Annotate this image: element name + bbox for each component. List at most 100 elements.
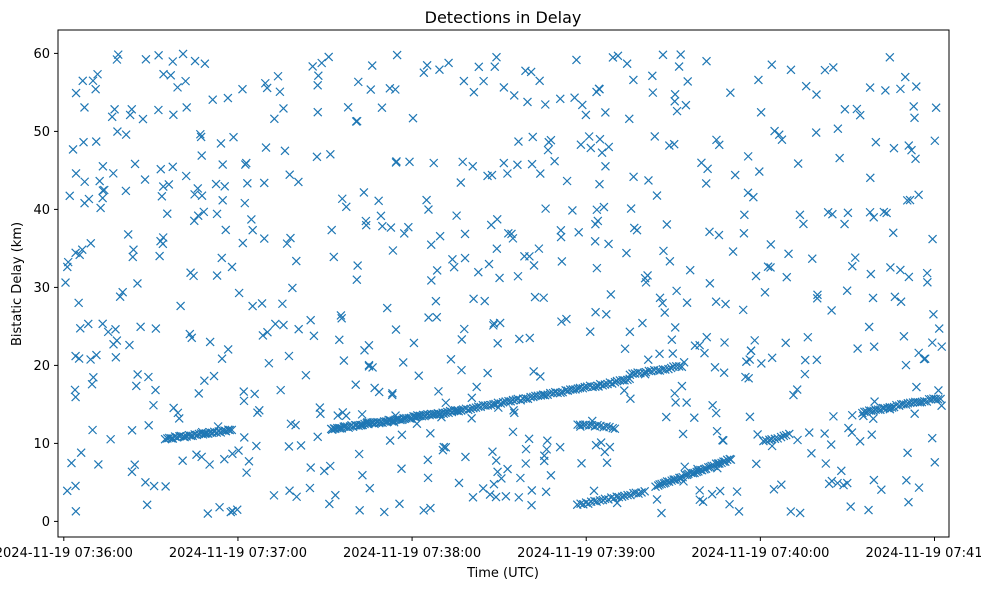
clutter-point <box>789 390 798 400</box>
clutter-point <box>643 270 652 280</box>
clutter-point <box>182 102 192 112</box>
clutter-point <box>91 137 101 147</box>
clutter-point <box>187 333 197 343</box>
clutter-point <box>467 393 477 403</box>
clutter-point <box>91 84 101 94</box>
clutter-point <box>513 271 523 281</box>
clutter-point <box>360 345 369 355</box>
track-point <box>880 403 890 413</box>
clutter-point <box>847 261 857 271</box>
x-tick-label-1: 2024-11-19 07:37:00 <box>169 546 307 561</box>
clutter-point <box>512 160 522 170</box>
clutter-point <box>882 208 892 218</box>
clutter-point <box>652 191 662 200</box>
clutter-point <box>244 456 254 466</box>
track-point <box>776 432 786 442</box>
track-point <box>212 428 222 438</box>
clutter-point <box>83 319 93 329</box>
clutter-point <box>766 239 776 249</box>
clutter-point <box>388 388 397 398</box>
clutter-point <box>670 323 680 332</box>
clutter-point <box>98 319 108 329</box>
clutter-point <box>457 335 467 344</box>
clutter-point <box>593 216 603 226</box>
clutter-point <box>629 172 639 182</box>
clutter-point <box>435 65 444 75</box>
clutter-point <box>391 325 401 334</box>
clutter-point <box>70 385 80 395</box>
clutter-point <box>576 140 586 150</box>
clutter-point <box>196 132 206 142</box>
clutter-point <box>282 239 292 249</box>
clutter-point <box>600 108 610 117</box>
track-point <box>580 382 590 392</box>
clutter-point <box>850 253 860 263</box>
clutter-point <box>739 228 749 238</box>
clutter-point <box>263 327 272 337</box>
clutter-point <box>294 324 304 334</box>
clutter-point <box>622 248 631 258</box>
clutter-point <box>218 195 228 205</box>
clutter-point <box>784 249 793 259</box>
clutter-point <box>386 223 396 232</box>
y-tick-label-0: 0 <box>42 515 50 530</box>
clutter-point <box>725 88 735 98</box>
clutter-point <box>922 268 932 278</box>
clutter-point <box>595 179 604 189</box>
clutter-point <box>632 225 642 235</box>
clutter-point <box>833 124 843 134</box>
clutter-point <box>276 385 286 395</box>
clutter-point <box>904 141 914 150</box>
clutter-point <box>168 110 178 120</box>
clutter-point <box>158 239 168 249</box>
clutter-point <box>748 192 758 202</box>
clutter-point <box>885 262 895 272</box>
clutter-point <box>88 372 98 382</box>
clutter-point <box>149 400 158 410</box>
clutter-point <box>795 210 805 220</box>
clutter-point <box>577 458 586 468</box>
track-point <box>660 365 670 374</box>
clutter-point <box>911 382 921 392</box>
clutter-point <box>896 84 905 94</box>
clutter-point <box>668 349 678 358</box>
clutter-point <box>270 319 280 329</box>
clutter-point <box>890 292 900 302</box>
clutter-point <box>408 113 418 123</box>
clutter-point <box>449 262 459 272</box>
clutter-point <box>527 159 537 169</box>
clutter-point <box>521 444 531 454</box>
clutter-point <box>751 271 761 281</box>
clutter-point <box>746 346 756 356</box>
clutter-point <box>700 348 709 358</box>
clutter-point <box>570 93 580 103</box>
clutter-point <box>682 398 692 407</box>
clutter-point <box>337 194 347 204</box>
clutter-point <box>261 143 271 153</box>
clutter-point <box>388 246 398 255</box>
clutter-point <box>756 358 766 368</box>
clutter-point <box>525 333 535 343</box>
clutter-point <box>221 225 231 235</box>
clutter-point <box>111 352 121 362</box>
clutter-point <box>351 380 361 390</box>
clutter-point <box>801 81 811 91</box>
clutter-point <box>284 442 294 451</box>
clutter-point <box>681 100 691 110</box>
clutter-point <box>248 301 258 311</box>
clutter-point <box>806 448 816 458</box>
clutter-point <box>601 309 611 319</box>
track-point <box>713 459 723 468</box>
clutter-point <box>397 464 406 474</box>
clutter-point <box>454 478 464 488</box>
clutter-point <box>71 88 81 98</box>
clutter-point <box>226 507 236 517</box>
clutter-point <box>885 52 895 62</box>
clutter-point <box>71 169 81 178</box>
clutter-point <box>592 205 602 215</box>
y-axis: 0 10 20 30 40 50 60 <box>33 47 58 530</box>
clutter-point <box>205 337 215 347</box>
clutter-point <box>305 483 315 493</box>
clutter-point <box>76 448 86 458</box>
clutter-point <box>770 126 780 136</box>
